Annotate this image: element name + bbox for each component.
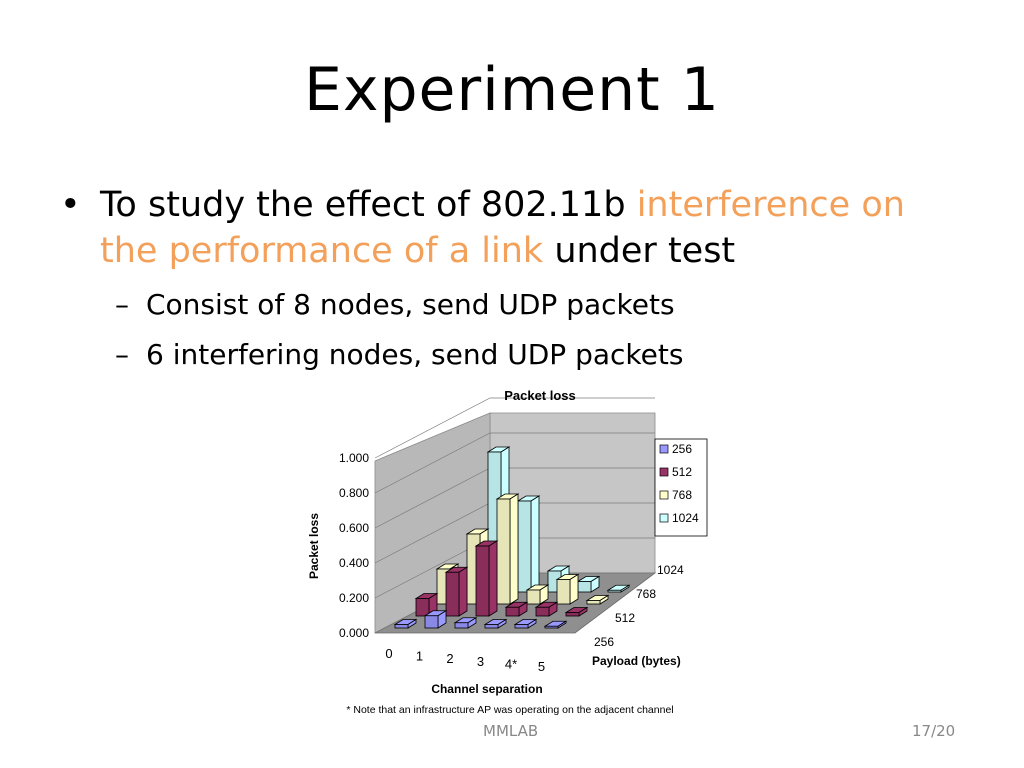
- dash-glyph: –: [115, 288, 129, 321]
- y-tick-label: 1.000: [339, 451, 369, 465]
- x-tick-label: 5: [538, 659, 545, 674]
- y-tick-label: 0.200: [339, 591, 369, 605]
- gridline: [374, 397, 655, 459]
- bar: [453, 617, 478, 629]
- y-tick-label: 0.600: [339, 521, 369, 535]
- bar: [543, 620, 568, 629]
- bar: [525, 584, 550, 605]
- bar: [495, 493, 520, 605]
- legend-swatch: [659, 490, 669, 500]
- bullet-1-text: To study the effect of 802.11b interfere…: [100, 182, 960, 274]
- bar: [444, 566, 469, 617]
- y-tick-label: 0.800: [339, 486, 369, 500]
- bar: [393, 618, 418, 629]
- y-axis-label: Packet loss: [307, 513, 321, 579]
- legend-swatch: [659, 444, 669, 454]
- chart-note: * Note that an infrastructure AP was ope…: [346, 704, 673, 716]
- z-axis-label: Payload (bytes): [592, 654, 681, 668]
- legend-label: 768: [672, 488, 692, 502]
- page-number: 17/20: [912, 722, 956, 740]
- x-tick-label: 4*: [505, 656, 517, 671]
- bar: [585, 594, 610, 605]
- x-tick-label: 1: [416, 649, 423, 664]
- bullet-glyph: •: [60, 185, 81, 225]
- bullet-1-highlight: interference on the performance of a lin…: [100, 185, 905, 271]
- legend-label: 256: [672, 442, 692, 456]
- x-tick-label: 2: [446, 651, 453, 666]
- chart-legend: 256 512 768 1024: [654, 438, 708, 537]
- bar: [483, 618, 508, 629]
- chart-title: Packet loss: [504, 388, 576, 403]
- packet-loss-chart: Packet loss 0.000 0.200 0.400 0.600 0.800 1.0…: [305, 383, 715, 718]
- z-tick-label: 512: [615, 611, 635, 625]
- bullet-1-part-c: under test: [543, 231, 736, 271]
- legend-swatch: [659, 513, 669, 523]
- x-tick-label: 0: [385, 646, 392, 661]
- y-tick-label: 0.400: [339, 556, 369, 570]
- gridline: [374, 432, 655, 494]
- z-tick-label: 256: [594, 635, 614, 649]
- bar: [534, 601, 559, 617]
- sub-bullet-1-text: Consist of 8 nodes, send UDP packets: [146, 288, 675, 321]
- bar: [504, 601, 529, 617]
- x-axis-label: Channel separation: [431, 682, 542, 696]
- bar: [555, 573, 580, 605]
- dash-glyph: –: [115, 338, 129, 371]
- legend-label: 1024: [672, 511, 699, 525]
- z-tick-label: 1024: [657, 563, 684, 577]
- bar: [606, 584, 631, 593]
- legend-label: 512: [672, 465, 692, 479]
- legend-swatch: [659, 467, 669, 477]
- sub-bullet-2-text: 6 interfering nodes, send UDP packets: [146, 338, 684, 371]
- bar: [516, 495, 541, 593]
- y-tick-label: 0.000: [339, 626, 369, 640]
- x-tick-label: 3: [477, 654, 484, 669]
- slide-title: Experiment 1: [304, 55, 720, 125]
- bar: [564, 606, 589, 617]
- bar: [576, 575, 601, 593]
- footer-center: MMLAB: [483, 722, 539, 740]
- bullet-1-part-a: To study the effect of 802.11b: [100, 185, 637, 225]
- bar: [474, 540, 499, 617]
- bar: [513, 618, 538, 629]
- bar: [423, 610, 448, 629]
- z-tick-label: 768: [636, 587, 656, 601]
